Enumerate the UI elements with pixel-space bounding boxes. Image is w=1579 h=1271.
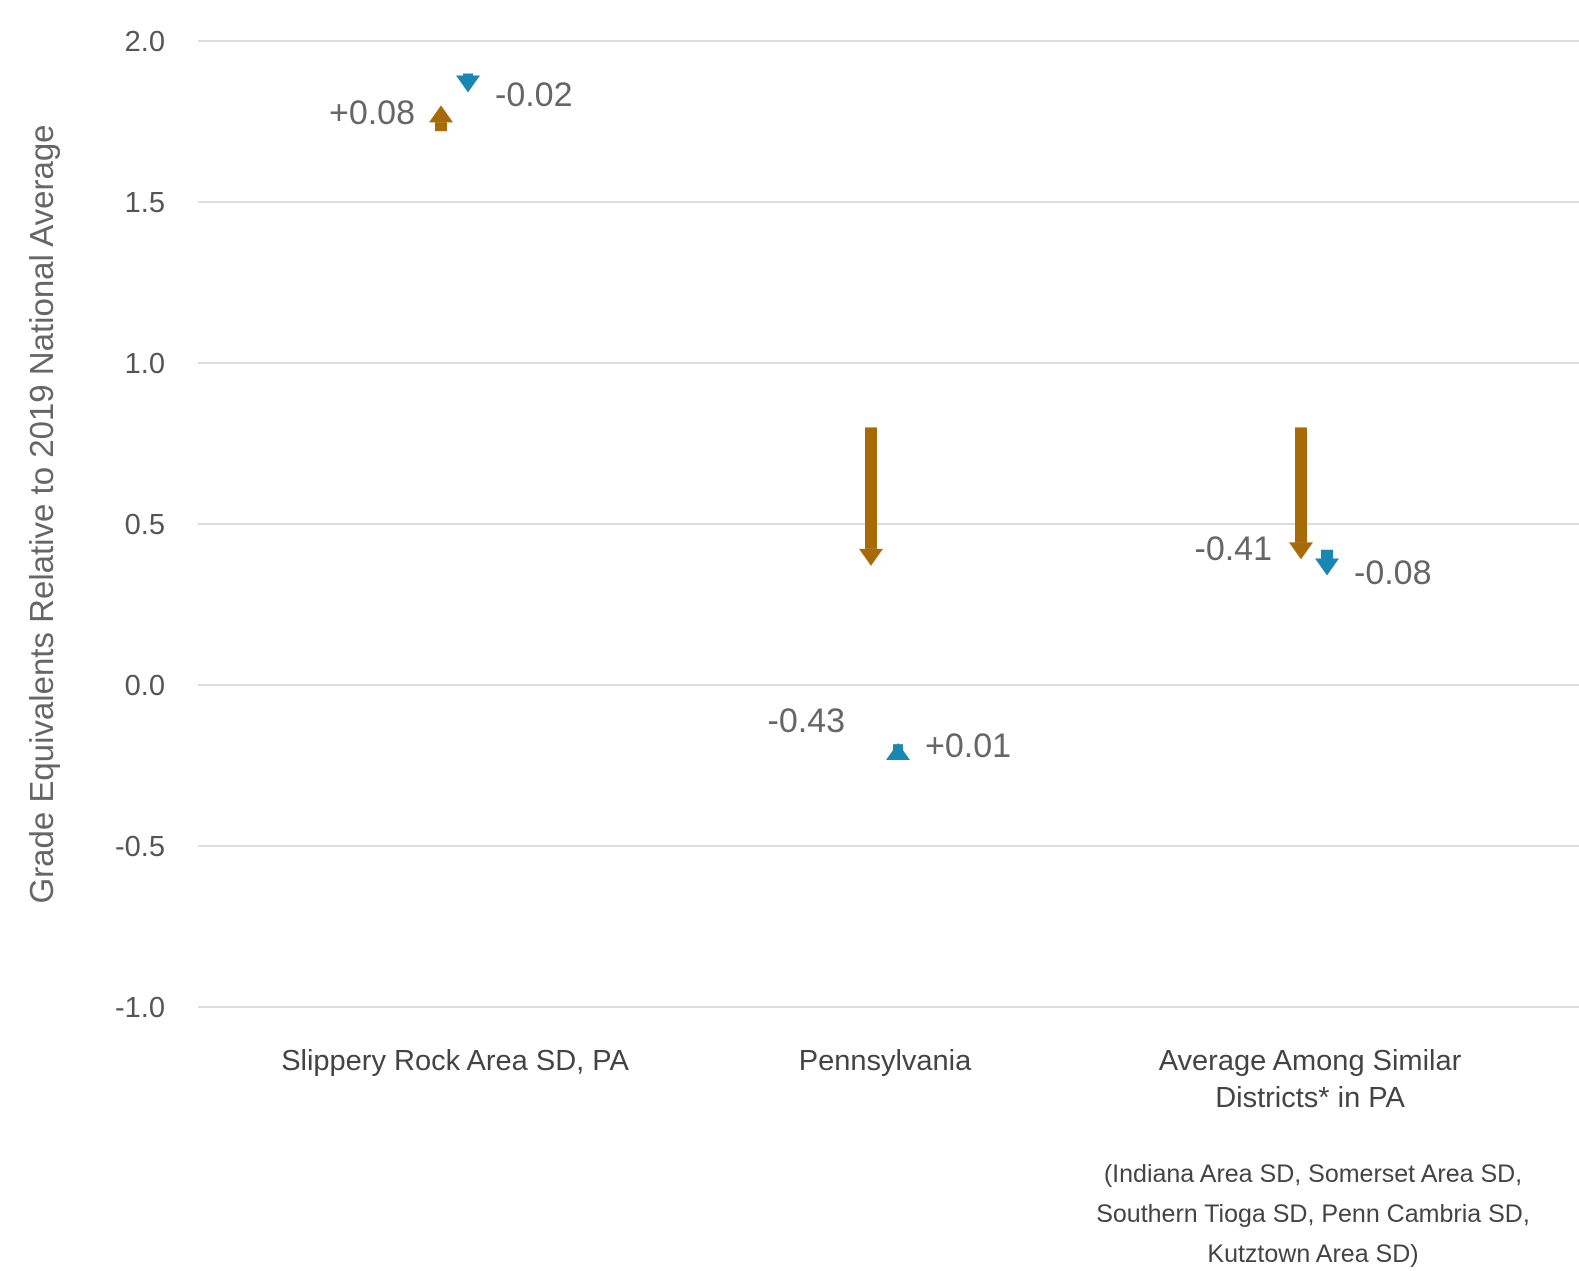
x-category-note: Kutztown Area SD) xyxy=(1207,1240,1418,1268)
arrow-head xyxy=(886,742,910,760)
series1-arrow xyxy=(429,105,453,132)
y-tick-label: 0.5 xyxy=(125,509,165,541)
series2-change-label: +0.01 xyxy=(925,727,1011,765)
arrow-head xyxy=(1315,558,1339,576)
arrow-head xyxy=(456,75,480,93)
x-category-label: Slippery Rock Area SD, PA xyxy=(281,1045,629,1077)
series1-arrow xyxy=(1289,427,1313,560)
arrow-head xyxy=(1289,542,1313,560)
x-category-note: Southern Tioga SD, Penn Cambria SD, xyxy=(1096,1200,1530,1228)
series1-change-label: +0.08 xyxy=(329,94,415,132)
x-category-label: Average Among Similar xyxy=(1159,1045,1462,1077)
series1-change-label: -0.43 xyxy=(768,702,846,740)
y-tick-label: -1.0 xyxy=(115,992,165,1024)
y-axis-title: Grade Equivalents Relative to 2019 Natio… xyxy=(23,124,60,903)
y-tick-label: 1.0 xyxy=(125,348,165,380)
x-category-label: Districts* in PA xyxy=(1215,1082,1405,1114)
series1-arrow xyxy=(859,427,883,566)
y-tick-label: 1.5 xyxy=(125,187,165,219)
series2-arrow xyxy=(1315,549,1339,576)
arrow-shaft xyxy=(865,427,877,549)
series2-change-label: -0.08 xyxy=(1354,554,1432,592)
arrow-shaft xyxy=(1295,427,1307,543)
x-category-label: Pennsylvania xyxy=(799,1045,972,1077)
arrow-shaft xyxy=(1321,549,1333,559)
arrow-head xyxy=(859,548,883,566)
series2-arrow xyxy=(886,742,910,760)
x-category-note: (Indiana Area SD, Somerset Area SD, xyxy=(1104,1160,1522,1188)
arrow-head xyxy=(429,105,453,123)
y-tick-label: 0.0 xyxy=(125,670,165,702)
series1-change-label: -0.41 xyxy=(1195,530,1273,568)
arrow-shaft xyxy=(435,122,447,132)
y-tick-label: 2.0 xyxy=(125,26,165,58)
series2-change-label: -0.02 xyxy=(495,76,573,114)
y-tick-label: -0.5 xyxy=(115,831,165,863)
series2-arrow xyxy=(456,73,480,93)
